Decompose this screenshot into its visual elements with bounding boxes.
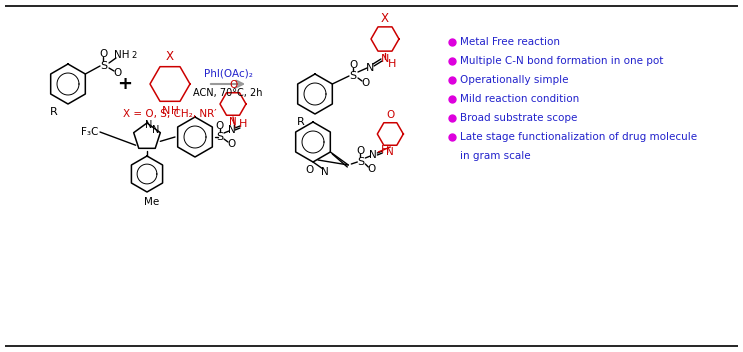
- Text: S: S: [100, 61, 108, 71]
- Text: O: O: [367, 164, 375, 174]
- Text: F₃C: F₃C: [81, 127, 98, 137]
- Text: H: H: [239, 119, 247, 129]
- Text: O: O: [356, 146, 365, 156]
- Text: Broad substrate scope: Broad substrate scope: [460, 113, 577, 123]
- Text: O: O: [305, 165, 313, 175]
- Text: S: S: [216, 132, 224, 142]
- Text: S: S: [349, 71, 357, 81]
- Text: N: N: [386, 147, 395, 157]
- Text: O: O: [100, 49, 108, 59]
- Text: N: N: [162, 106, 170, 116]
- Text: X: X: [381, 12, 389, 25]
- Text: Mild reaction condition: Mild reaction condition: [460, 94, 580, 104]
- Text: PhI(OAc)₂: PhI(OAc)₂: [204, 69, 253, 79]
- Text: H: H: [171, 106, 179, 116]
- Text: in gram scale: in gram scale: [460, 151, 531, 161]
- Text: N: N: [369, 150, 377, 160]
- Text: Operationally simple: Operationally simple: [460, 75, 568, 85]
- Text: O: O: [113, 68, 121, 78]
- Text: O: O: [361, 78, 369, 88]
- Text: Late stage functionalization of drug molecule: Late stage functionalization of drug mol…: [460, 132, 697, 142]
- Text: O: O: [386, 110, 395, 120]
- Text: X: X: [166, 50, 174, 63]
- Text: N: N: [321, 167, 329, 177]
- Text: ACN, 70°C, 2h: ACN, 70°C, 2h: [193, 88, 263, 98]
- Text: O: O: [349, 60, 357, 70]
- Text: Multiple C-N bond formation in one pot: Multiple C-N bond formation in one pot: [460, 56, 663, 66]
- Text: NH: NH: [114, 50, 130, 60]
- Text: N: N: [145, 120, 152, 130]
- Text: N: N: [228, 125, 236, 135]
- Text: O: O: [216, 121, 224, 131]
- Text: Metal Free reaction: Metal Free reaction: [460, 37, 560, 47]
- Text: 2: 2: [132, 50, 137, 59]
- Text: S: S: [357, 157, 364, 167]
- Text: +: +: [117, 75, 132, 93]
- Text: O: O: [229, 80, 237, 90]
- Text: R: R: [297, 117, 305, 127]
- Text: N: N: [381, 54, 389, 64]
- Text: N: N: [229, 117, 237, 127]
- Text: X = O, S, CH₂, NR′: X = O, S, CH₂, NR′: [123, 109, 217, 119]
- Text: N: N: [152, 125, 159, 135]
- Text: H: H: [381, 145, 389, 155]
- Text: O: O: [227, 139, 235, 149]
- Text: H: H: [388, 59, 396, 69]
- Text: R: R: [50, 107, 58, 117]
- Text: Me: Me: [144, 197, 160, 207]
- Text: N: N: [366, 63, 374, 73]
